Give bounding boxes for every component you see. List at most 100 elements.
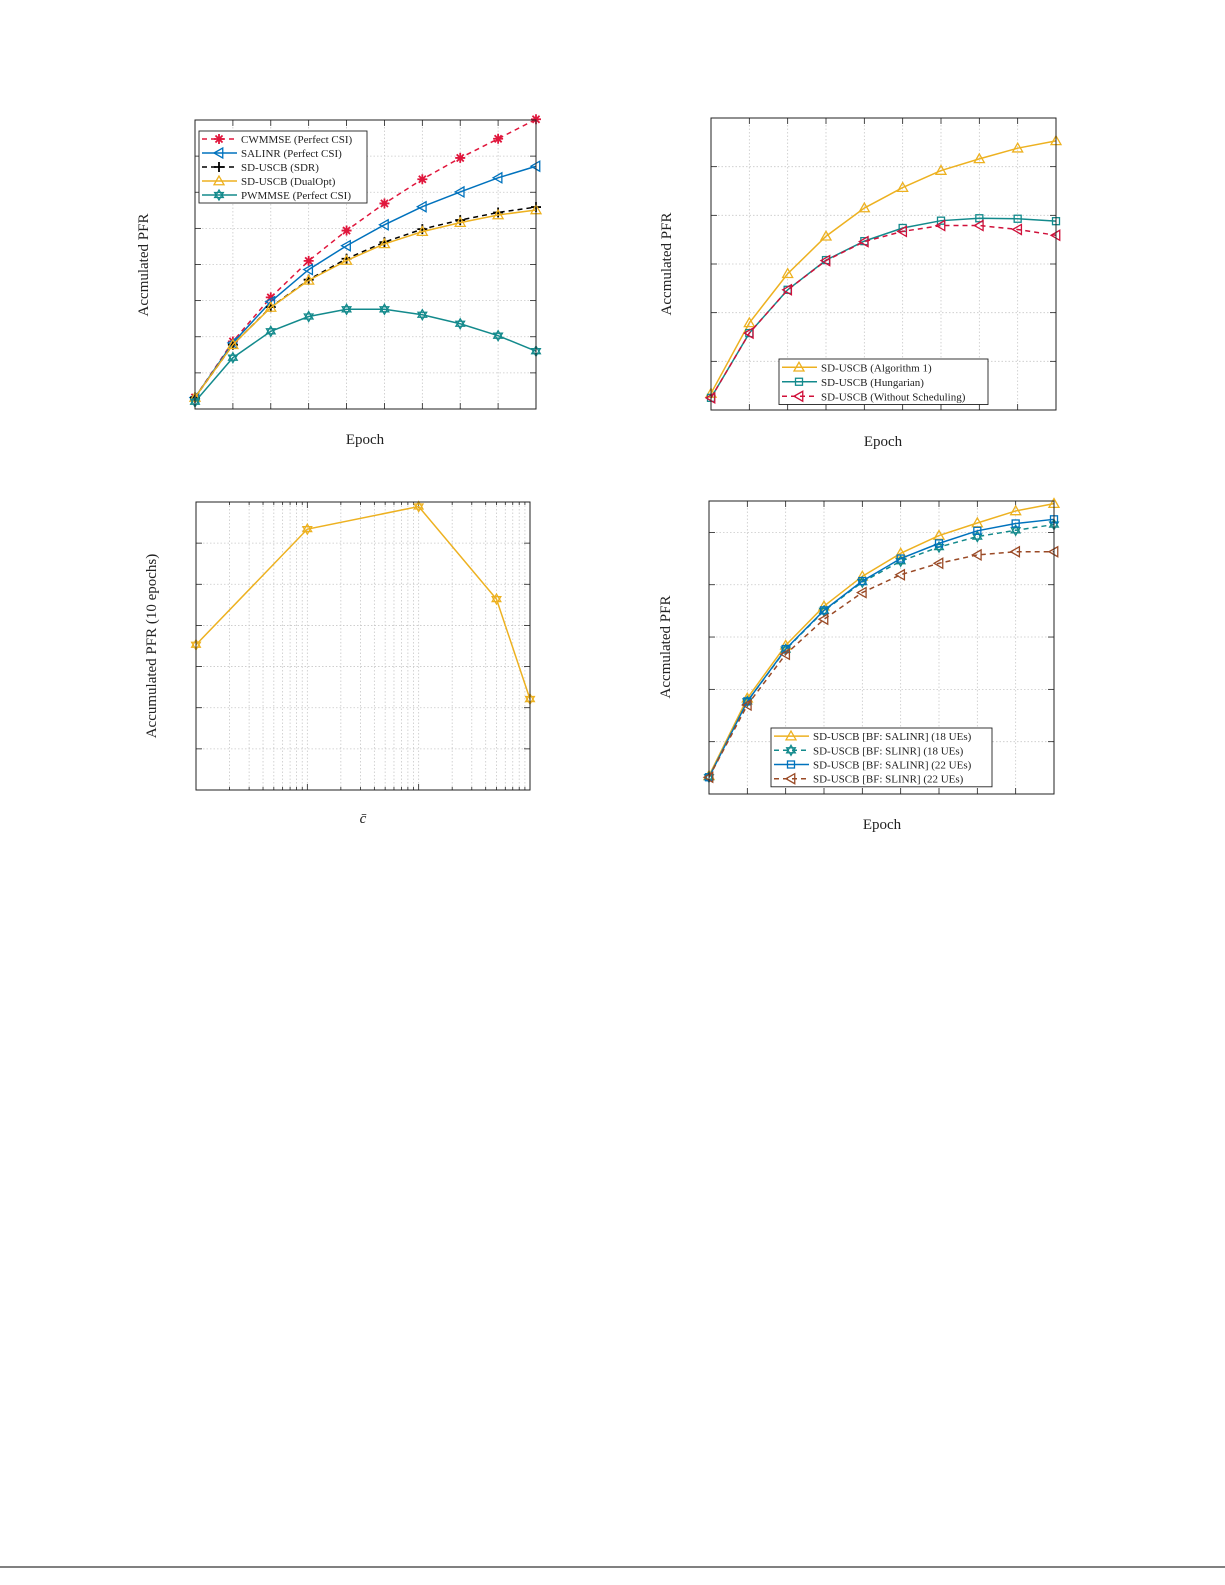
legend: SD-USCB [BF: SALINR] (18 UEs) SD-USCB [BF…	[770, 727, 993, 788]
data-point	[416, 225, 429, 237]
plot-frame	[195, 501, 531, 791]
y-axis-label: Accumulated PFR (10 epochs)	[144, 554, 160, 739]
data-point	[858, 576, 867, 586]
legend-marker	[794, 377, 804, 386]
data-point	[1011, 141, 1024, 153]
data-point	[973, 219, 984, 232]
data-point	[454, 317, 466, 331]
series-5	[189, 302, 542, 409]
data-point	[1011, 519, 1020, 528]
data-point	[896, 225, 908, 238]
data-point	[455, 152, 466, 163]
legend-label: SD-USCB (Without Scheduling)	[821, 391, 966, 403]
data-point	[416, 311, 428, 322]
data-point	[743, 326, 754, 340]
plot-frame	[710, 117, 1057, 411]
data-point	[933, 540, 945, 554]
data-point	[341, 306, 353, 316]
data-point	[971, 548, 982, 562]
legend-item: SD-USCB [BF: SLINR] (18 UEs)	[774, 743, 964, 757]
data-point	[1011, 223, 1023, 236]
legend-item: PWMMSE (Perfect CSI)	[202, 188, 351, 202]
data-point	[817, 613, 829, 626]
data-point	[264, 301, 277, 312]
data-point	[1010, 523, 1022, 537]
data-point	[896, 181, 909, 192]
legend-item: SD-USCB (Hungarian)	[782, 377, 924, 389]
data-point	[819, 254, 831, 267]
series-4	[702, 545, 1059, 784]
series-line	[710, 140, 1057, 394]
data-point	[413, 500, 425, 513]
x-axis-label: c̄	[360, 811, 367, 827]
data-point	[491, 171, 503, 184]
data-point	[973, 152, 986, 164]
data-point	[1009, 504, 1022, 516]
data-point	[301, 526, 313, 536]
legend-item: SD-USCB [BF: SLINR] (22 UEs)	[774, 772, 964, 786]
data-point	[858, 235, 869, 248]
data-point	[303, 310, 315, 323]
series-1	[190, 500, 536, 706]
x-axis-label: Epoch	[346, 432, 385, 448]
data-point	[265, 325, 277, 335]
legend-item: CWMMSE (Perfect CSI)	[202, 134, 353, 146]
legend-marker	[785, 747, 797, 757]
data-point	[341, 225, 352, 236]
series-line	[708, 551, 1054, 778]
data-point	[303, 310, 315, 320]
data-point	[302, 274, 315, 285]
data-point	[1010, 527, 1022, 537]
plot-frame	[194, 119, 537, 410]
legend-marker	[213, 191, 225, 202]
y-axis-label: Accmulated PFR	[136, 214, 152, 317]
series-line	[194, 308, 537, 403]
legend-label: SD-USCB (Hungarian)	[821, 377, 924, 389]
data-point	[226, 338, 240, 350]
data-point	[341, 302, 353, 316]
data-point	[491, 595, 502, 606]
data-point	[227, 354, 239, 365]
series-line	[194, 165, 537, 398]
legend-marker	[785, 743, 797, 757]
data-point	[379, 198, 390, 209]
legend-item: SD-USCB [BF: SALINR] (22 UEs)	[774, 760, 972, 772]
data-point	[529, 160, 541, 173]
legend: SD-USCB (Algorithm 1) SD-USCB (Hungarian)…	[778, 358, 989, 405]
data-point	[303, 313, 315, 323]
data-point	[531, 114, 541, 125]
data-point	[492, 332, 504, 342]
data-point	[819, 606, 829, 615]
x-axis-label: Epoch	[863, 817, 902, 833]
data-point	[417, 174, 428, 185]
data-point	[741, 698, 752, 712]
data-point	[491, 208, 505, 220]
data-point	[932, 557, 944, 570]
legend-label: SD-USCB (DualOpt)	[241, 176, 336, 188]
data-point	[702, 771, 714, 784]
data-point	[413, 503, 425, 513]
data-point	[378, 237, 391, 249]
legend-label: CWMMSE (Perfect CSI)	[241, 134, 353, 146]
data-point	[934, 219, 946, 232]
series-line	[710, 217, 1057, 399]
data-point	[378, 306, 390, 316]
data-point	[493, 133, 504, 144]
legend-marker	[784, 772, 796, 785]
series-line	[710, 224, 1057, 399]
data-point	[975, 214, 984, 223]
legend-item: SD-USCB (DualOpt)	[202, 174, 336, 188]
data-point	[933, 540, 945, 551]
series-4	[188, 203, 543, 402]
series-3	[190, 202, 541, 403]
data-point	[453, 185, 465, 199]
legend-marker	[784, 729, 798, 741]
legend-marker	[212, 146, 224, 160]
data-point	[1047, 545, 1059, 558]
legend-marker	[212, 174, 226, 186]
chart-1: Epoch Accmulated PFR CWMMSE (Perfect CSI) S…	[136, 114, 543, 448]
data-point	[378, 302, 390, 316]
legend-label: SD-USCB [BF: SALINR] (18 UEs)	[813, 731, 972, 743]
grid	[195, 502, 530, 790]
